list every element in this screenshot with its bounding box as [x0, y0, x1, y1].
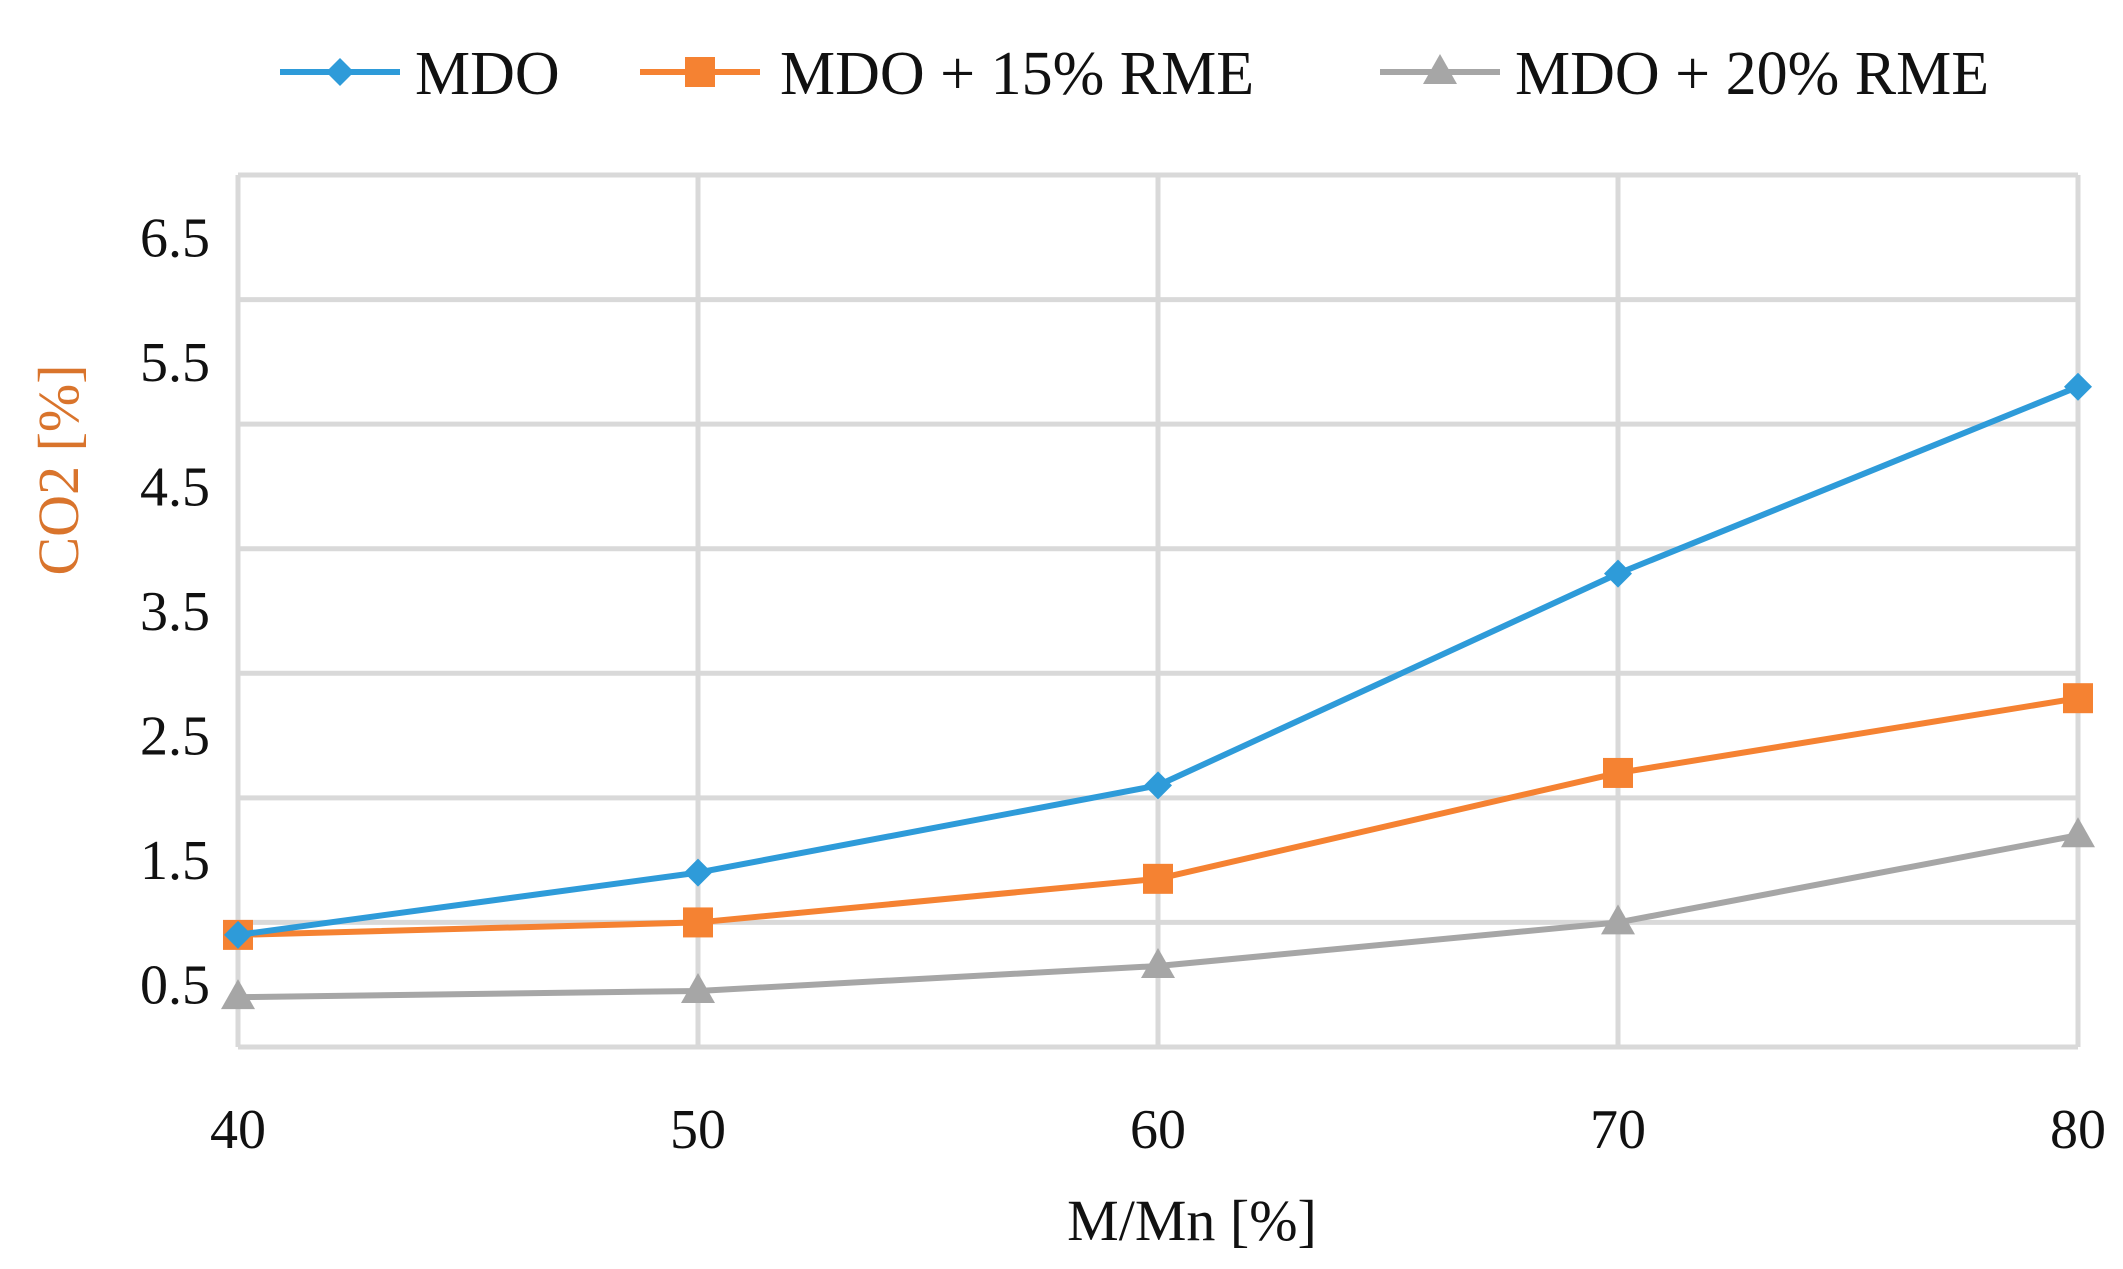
- x-axis-ticks: 40 50 60 70 80: [210, 1099, 2106, 1161]
- y-tick-label: 4.5: [140, 456, 210, 518]
- legend: MDO MDO + 15% RME MDO + 20% RME: [280, 40, 1989, 108]
- x-tick-label: 40: [210, 1099, 266, 1161]
- y-axis-ticks: 0.5 1.5 2.5 3.5 4.5 5.5 6.5: [140, 207, 210, 1016]
- x-axis-title: M/Mn [%]: [1067, 1188, 1317, 1253]
- data-point-mdo-15-rme: [2063, 683, 2093, 714]
- data-point-mdo: [1604, 559, 1632, 588]
- legend-marker-triangle: [1423, 54, 1457, 84]
- x-tick-label: 80: [2050, 1099, 2106, 1161]
- x-tick-label: 50: [670, 1099, 726, 1161]
- x-tick-label: 60: [1130, 1099, 1186, 1161]
- legend-label: MDO: [415, 40, 560, 108]
- y-tick-label: 2.5: [140, 706, 210, 768]
- legend-marker-diamond: [326, 58, 354, 86]
- data-point-mdo: [2064, 372, 2092, 401]
- grid: [235, 172, 2081, 1050]
- series-mdo: [224, 372, 2092, 949]
- data-point-mdo-15-rme: [1603, 757, 1633, 788]
- data-point-mdo: [224, 920, 252, 949]
- series-mdo-20-rme: [221, 817, 2095, 1010]
- data-point-mdo-20-rme: [1601, 904, 1635, 935]
- data-point-mdo-15-rme: [683, 907, 713, 938]
- data-point-mdo-20-rme: [1141, 948, 1175, 979]
- legend-item-mdo-15-rme: MDO + 15% RME: [640, 40, 1254, 108]
- data-point-mdo: [1144, 771, 1172, 800]
- y-tick-label: 3.5: [140, 581, 210, 643]
- data-point-mdo: [684, 858, 712, 887]
- data-point-mdo-20-rme: [2061, 817, 2095, 848]
- legend-item-mdo-20-rme: MDO + 20% RME: [1380, 40, 1989, 108]
- x-tick-label: 70: [1590, 1099, 1646, 1161]
- y-tick-label: 0.5: [140, 955, 210, 1017]
- plot-series: [221, 372, 2095, 1010]
- data-point-mdo-20-rme: [221, 979, 255, 1010]
- data-point-mdo-20-rme: [681, 972, 715, 1003]
- y-tick-label: 6.5: [140, 207, 210, 269]
- y-axis-title: CO2 [%]: [26, 364, 91, 575]
- legend-item-mdo: MDO: [280, 40, 560, 108]
- y-tick-label: 1.5: [140, 830, 210, 892]
- legend-label: MDO + 20% RME: [1515, 40, 1989, 108]
- legend-label: MDO + 15% RME: [780, 40, 1254, 108]
- data-point-mdo-15-rme: [1143, 863, 1173, 894]
- legend-marker-square: [685, 57, 715, 87]
- y-tick-label: 5.5: [140, 332, 210, 394]
